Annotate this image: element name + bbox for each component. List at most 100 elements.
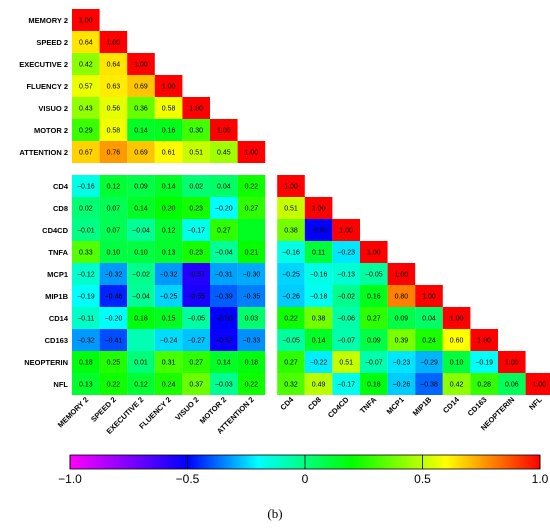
- cell-value: −0.16: [77, 184, 95, 191]
- heatmap-cell: [210, 373, 238, 395]
- cell-value: 0.45: [217, 150, 231, 157]
- cell-value: 0.42: [79, 62, 93, 69]
- cell-value: −0.18: [310, 294, 328, 301]
- heatmap-cell: [210, 263, 238, 285]
- heatmap-cell: [360, 307, 388, 329]
- cell-value: −0.50: [215, 316, 233, 323]
- heatmap-cell: [304, 241, 333, 263]
- heatmap-cell: [127, 141, 155, 163]
- cell-value: 0.24: [422, 338, 436, 345]
- heatmap-cell: [99, 75, 128, 97]
- cell-value: 0.60: [450, 338, 464, 345]
- heatmap-cell: [237, 141, 266, 163]
- heatmap-cell: [415, 307, 443, 329]
- heatmap-cell: [498, 351, 526, 373]
- cell-value: −0.25: [160, 294, 178, 301]
- heatmap-cell: [99, 197, 128, 219]
- cell-value: 0.14: [217, 360, 231, 367]
- heatmap-cell: [182, 263, 210, 285]
- cell-value: 0.29: [79, 128, 93, 135]
- cell-value: −0.32: [77, 338, 95, 345]
- heatmap-cell: [154, 329, 183, 351]
- heatmap-cell: [99, 31, 128, 53]
- cell-value: 0.13: [162, 250, 176, 257]
- heatmap-cell: [154, 263, 183, 285]
- cell-value: 1.00: [245, 150, 259, 157]
- cell-value: 0.10: [450, 360, 464, 367]
- heatmap-cell: [277, 373, 305, 395]
- column-label: CD4CD: [326, 395, 351, 420]
- column-label: NFL: [527, 395, 544, 412]
- heatmap-cell: [237, 285, 266, 307]
- cell-value: 0.63: [107, 84, 121, 91]
- cell-value: 0.61: [162, 150, 176, 157]
- cell-value: 1.00: [450, 316, 464, 323]
- cell-value: 0.58: [162, 106, 176, 113]
- column-label: CD8: [306, 395, 323, 412]
- heatmap-cell: [442, 307, 471, 329]
- heatmap-cell: [127, 119, 155, 141]
- heatmap-cell: [154, 97, 183, 119]
- row-labels: MEMORY 2 SPEED 2 EXECUTIVE 2 FLUENCY 2 VISUO…: [19, 16, 69, 389]
- heatmap-cell: [99, 307, 128, 329]
- cell-value: 1.00: [422, 294, 436, 301]
- cell-value: −0.05: [365, 272, 383, 279]
- heatmap-cell: [277, 285, 305, 307]
- cell-value: 0.67: [79, 150, 93, 157]
- cell-value: 0.28: [477, 382, 491, 389]
- cell-value: −0.02: [337, 294, 355, 301]
- cell-value: 0.22: [245, 184, 259, 191]
- cell-value: 0.42: [450, 382, 464, 389]
- heatmap-cell: [127, 351, 155, 373]
- heatmap-cell: [277, 175, 305, 197]
- cell-value: 1.00: [134, 62, 148, 69]
- cell-value: 0.16: [367, 294, 381, 301]
- row-label: CD14: [49, 314, 69, 323]
- row-label: EXECUTIVE 2: [19, 60, 68, 69]
- cell-value: −0.06: [337, 316, 355, 323]
- heatmap-cell: [210, 307, 238, 329]
- cell-value: 0.06: [505, 382, 519, 389]
- heatmap-cell: [237, 219, 266, 241]
- heatmap-cell: [99, 285, 128, 307]
- column-label: MIP1B: [411, 395, 434, 418]
- cell-value: −0.31: [215, 272, 233, 279]
- cell-value: 0.76: [107, 150, 121, 157]
- cell-value: −0.17: [187, 228, 205, 235]
- heatmap-cell: [72, 31, 100, 53]
- heatmap-cell: [72, 9, 100, 31]
- cell-value: 0.23: [189, 250, 203, 257]
- heatmap-cell: [72, 75, 100, 97]
- heatmap-cell: [304, 285, 333, 307]
- row-label: CD8: [53, 204, 68, 213]
- cell-value: 0.01: [134, 360, 148, 367]
- cell-value: 0.14: [312, 338, 326, 345]
- heatmap-cell: [210, 175, 238, 197]
- heatmap-cell: [470, 373, 498, 395]
- cell-value: 0.51: [284, 206, 298, 213]
- colorbar-tick-label: 0.5: [414, 472, 431, 486]
- cell-value: 0.14: [134, 128, 148, 135]
- cell-value: −0.19: [77, 294, 95, 301]
- heatmap-cell: [127, 241, 155, 263]
- cell-value: 0.10: [134, 250, 148, 257]
- cell-value: −0.17: [337, 382, 355, 389]
- cell-value: 0.30: [189, 128, 203, 135]
- cell-value: 1.00: [79, 18, 93, 25]
- cell-value: 0.11: [312, 250, 325, 257]
- cell-value: −0.25: [282, 272, 300, 279]
- cell-value: −0.55: [187, 294, 205, 301]
- cell-value: 0.22: [107, 382, 121, 389]
- heatmap-cell: [210, 141, 238, 163]
- heatmap-cell: [332, 263, 360, 285]
- cell-value: −0.20: [105, 316, 123, 323]
- cell-value: −0.05: [187, 316, 205, 323]
- column-label: TNFA: [358, 395, 379, 416]
- cell-value: 0.13: [79, 382, 93, 389]
- heatmap-cell: [237, 307, 266, 329]
- heatmap-cell: [415, 285, 443, 307]
- cell-value: 0.22: [245, 382, 259, 389]
- heatmap-cell: [72, 197, 100, 219]
- cell-value: 0.64: [79, 40, 93, 47]
- cell-value: 0.27: [189, 360, 203, 367]
